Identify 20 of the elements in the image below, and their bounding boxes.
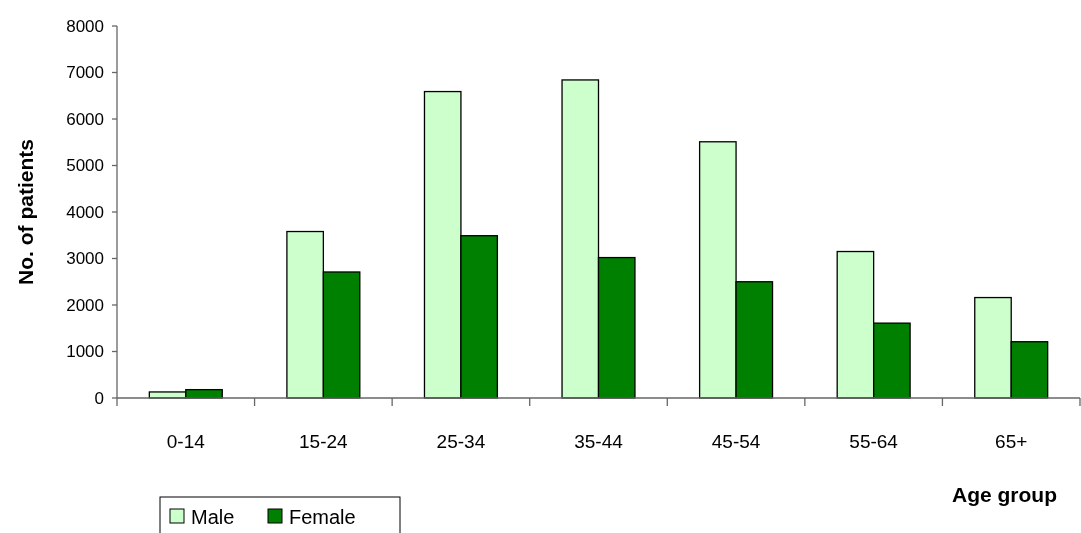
x-tick-label: 35-44	[574, 431, 624, 452]
x-tick-label: 65+	[995, 431, 1028, 452]
y-tick-label: 6000	[66, 109, 104, 129]
y-tick-label: 0	[94, 388, 104, 408]
x-tick-label: 15-24	[299, 431, 349, 452]
y-tick-label: 4000	[66, 202, 104, 222]
legend-label: Female	[289, 506, 356, 528]
y-tick-label: 2000	[66, 295, 104, 315]
x-tick-label: 25-34	[436, 431, 486, 452]
y-tick-label: 3000	[66, 249, 104, 269]
x-tick-label: 55-64	[849, 431, 899, 452]
y-tick-label: 8000	[66, 16, 104, 36]
y-tick-label: 7000	[66, 63, 104, 83]
y-tick-label: 1000	[66, 342, 104, 362]
x-tick-label: 45-54	[711, 431, 761, 452]
x-tick-label: 0-14	[166, 431, 206, 452]
y-tick-label: 5000	[66, 156, 104, 176]
y-axis-title: No. of patients	[14, 139, 37, 285]
legend-label: Male	[191, 506, 235, 528]
x-axis-title: Age group	[952, 483, 1057, 506]
